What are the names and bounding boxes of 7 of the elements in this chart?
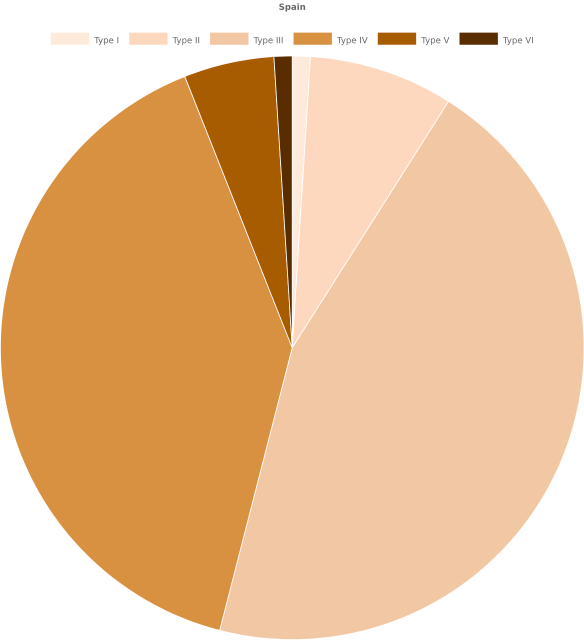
legend-label: Type II bbox=[172, 36, 199, 45]
legend-label: Type V bbox=[420, 36, 450, 45]
chart-title: Spain bbox=[279, 3, 305, 12]
legend-label: Type IV bbox=[336, 36, 368, 45]
legend-label: Type I bbox=[94, 36, 118, 45]
legend-label: Type VI bbox=[502, 36, 533, 45]
legend-label: Type III bbox=[253, 36, 282, 45]
